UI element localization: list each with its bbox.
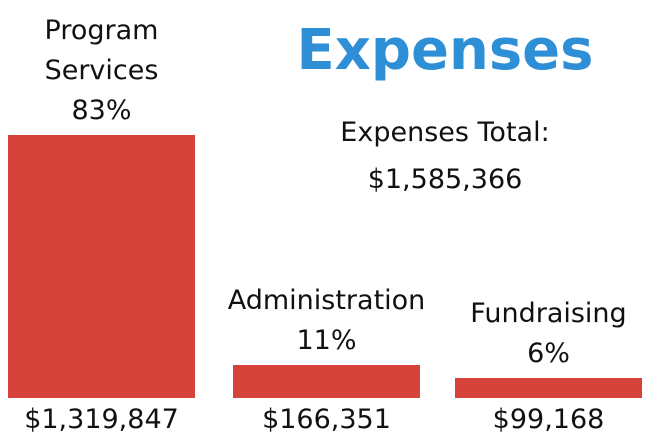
share-label: 83% — [71, 95, 132, 126]
bar-label: Fundraising 6% — [455, 294, 642, 374]
subtitle: Expenses Total: — [340, 117, 550, 148]
share-label: 6% — [527, 338, 570, 370]
bar-label: Program Services 83% — [8, 11, 195, 131]
total-label: $1,585,366 — [367, 164, 523, 195]
chart-title: Expenses — [296, 18, 594, 83]
category-label: Administration — [227, 284, 426, 316]
share-label: 11% — [296, 324, 357, 356]
value-label: $1,319,847 — [24, 404, 179, 435]
bar — [455, 378, 642, 398]
bar — [233, 364, 420, 398]
category-label: Fundraising — [470, 298, 627, 330]
bar-label: Administration 11% — [228, 281, 426, 361]
bar — [8, 135, 195, 398]
category-label: Program Services — [44, 15, 159, 86]
value-label: $166,351 — [262, 404, 391, 435]
value-label: $99,168 — [492, 404, 605, 435]
